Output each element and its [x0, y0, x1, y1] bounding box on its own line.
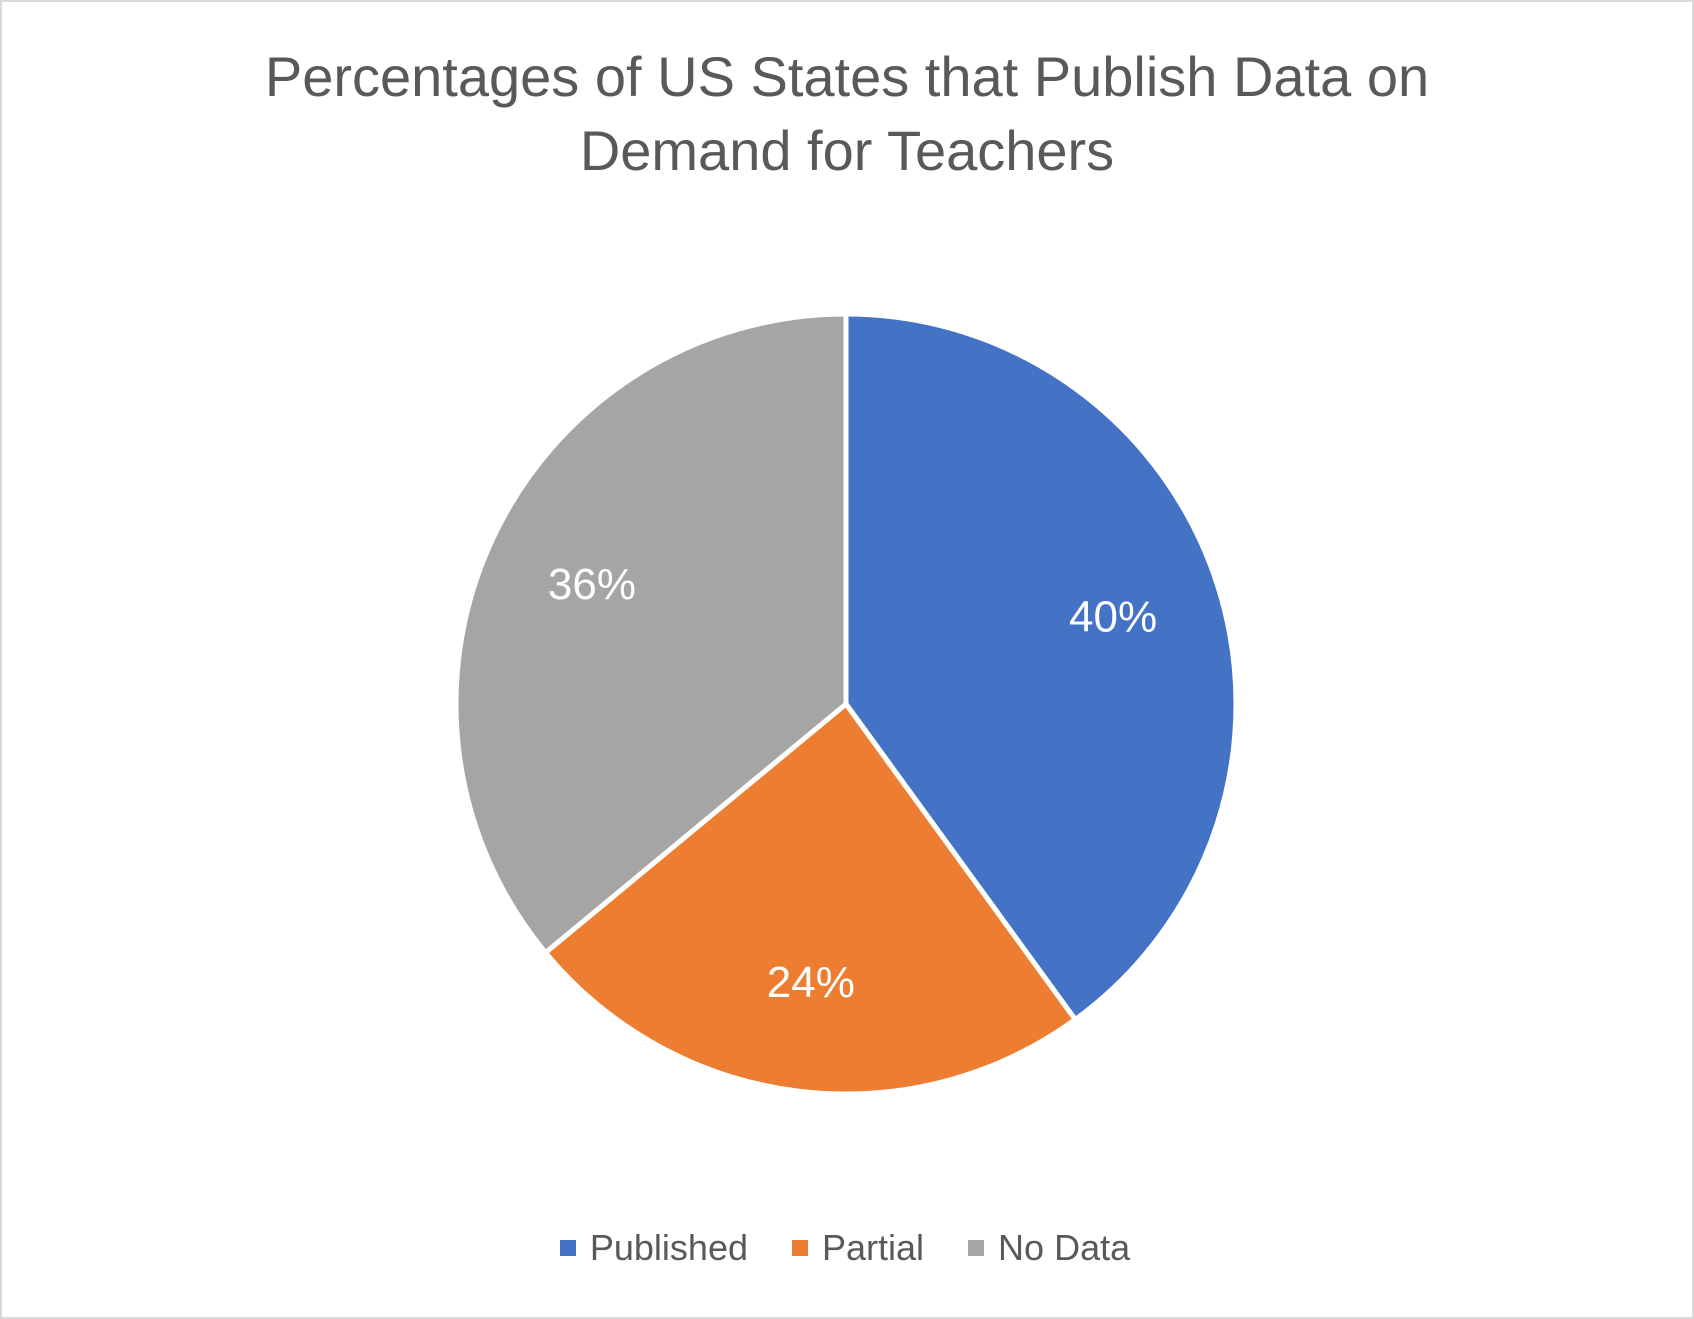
- pie-slice-published[interactable]: [843, 311, 1239, 1023]
- data-label-partial: 24%: [767, 958, 855, 1007]
- pie-slice-partial[interactable]: [543, 701, 1078, 1097]
- legend-item-no-data[interactable]: No Data: [968, 1226, 1130, 1270]
- legend-label-published: Published: [589, 1227, 748, 1268]
- legend-swatch-published: [559, 1240, 576, 1256]
- data-label-published: 40%: [1069, 593, 1157, 642]
- legend: Published Partial No Data: [0, 1226, 1690, 1270]
- legend-item-published[interactable]: Published: [559, 1226, 748, 1270]
- legend-swatch-no-data: [968, 1240, 985, 1256]
- chart-title-line-2: Demand for Teachers: [579, 119, 1115, 182]
- pie-data-labels: 40% 24% 36%: [548, 560, 1157, 1007]
- data-label-no-data: 36%: [548, 560, 636, 609]
- pie-slices: [453, 311, 1239, 1097]
- legend-item-partial[interactable]: Partial: [792, 1226, 924, 1270]
- legend-swatch-partial: [792, 1240, 808, 1256]
- legend-label-partial: Partial: [822, 1227, 925, 1268]
- legend-label-no-data: No Data: [998, 1227, 1131, 1268]
- chart-title: Percentages of US States that Publish Da…: [2, 40, 1692, 188]
- pie-slice-no-data[interactable]: [453, 311, 849, 956]
- chart-title-line-1: Percentages of US States that Publish Da…: [264, 45, 1430, 108]
